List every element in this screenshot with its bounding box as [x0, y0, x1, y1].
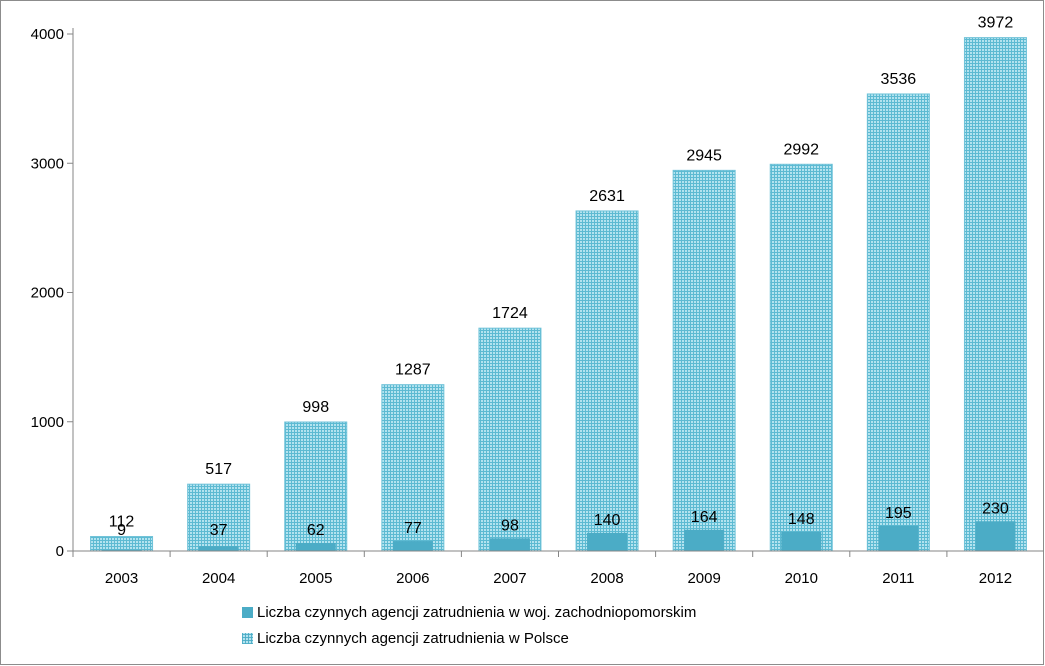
bar-polska-2011 — [866, 93, 930, 552]
data-label-woj-2004: 37 — [210, 522, 228, 539]
bar-polska-2005 — [284, 421, 348, 552]
y-tick-label-4000: 4000 — [31, 26, 64, 43]
data-label-polska-2011: 3536 — [881, 71, 917, 88]
data-label-woj-2012: 230 — [982, 500, 1009, 517]
data-label-woj-2006: 77 — [404, 520, 422, 537]
data-label-woj-2005: 62 — [307, 522, 325, 539]
bar-polska-2010 — [769, 163, 833, 552]
x-tick-label-2011: 2011 — [882, 570, 914, 587]
x-tick-label-2005: 2005 — [299, 570, 332, 587]
legend-label-polska: Liczba czynnych agencji zatrudnienia w P… — [257, 629, 569, 647]
y-tick-label-0: 0 — [56, 543, 64, 560]
legend-swatch-woj — [242, 606, 253, 618]
data-label-woj-2003: 9 — [117, 522, 126, 539]
data-label-polska-2005: 998 — [302, 399, 329, 416]
legend: Liczba czynnych agencji zatrudnienia w w… — [242, 599, 696, 651]
y-tick-label-2000: 2000 — [31, 285, 64, 302]
legend-item-woj: Liczba czynnych agencji zatrudnienia w w… — [242, 599, 696, 625]
y-tick-label-3000: 3000 — [31, 155, 64, 172]
data-label-polska-2008: 2631 — [589, 188, 625, 205]
legend-label-woj: Liczba czynnych agencji zatrudnienia w w… — [257, 603, 697, 621]
x-tick-label-2004: 2004 — [202, 570, 235, 587]
bar-polska-2012 — [963, 37, 1027, 552]
data-label-woj-2009: 164 — [691, 509, 718, 526]
data-label-woj-2011: 195 — [885, 505, 912, 522]
data-label-woj-2008: 140 — [594, 512, 621, 529]
series-woj-bars — [101, 521, 1016, 551]
x-tick-label-2008: 2008 — [590, 570, 623, 587]
x-tick-label-2010: 2010 — [785, 570, 818, 587]
data-label-polska-2004: 517 — [205, 461, 232, 478]
bar-woj-2006 — [392, 541, 433, 551]
data-label-polska-2010: 2992 — [783, 141, 819, 158]
x-tick-label-2007: 2007 — [493, 570, 526, 587]
data-label-polska-2009: 2945 — [686, 147, 722, 164]
bar-woj-2003 — [101, 549, 142, 551]
bar-woj-2004 — [198, 546, 239, 551]
bar-polska-2008 — [575, 210, 639, 552]
series-polska-bars — [90, 37, 1027, 552]
bar-polska-2006 — [381, 384, 445, 552]
y-tick-label-1000: 1000 — [31, 414, 64, 431]
data-label-woj-2007: 98 — [501, 517, 519, 534]
data-label-polska-2012: 3972 — [978, 15, 1014, 32]
axes — [67, 28, 1044, 557]
bar-woj-2007 — [489, 538, 530, 551]
bar-woj-2012 — [975, 521, 1016, 551]
data-label-woj-2010: 148 — [788, 511, 815, 528]
data-label-polska-2006: 1287 — [395, 362, 431, 379]
data-label-polska-2003: 112 — [109, 514, 135, 531]
bar-polska-2004 — [187, 483, 251, 552]
x-tick-label-2009: 2009 — [687, 570, 720, 587]
legend-swatch-polska — [242, 632, 253, 644]
data-label-polska-2007: 1724 — [492, 305, 528, 322]
bar-woj-2008 — [587, 532, 628, 551]
x-tick-label-2006: 2006 — [396, 570, 429, 587]
bar-polska-2009 — [672, 169, 736, 552]
x-tick-label-2012: 2012 — [979, 570, 1012, 587]
bar-woj-2009 — [684, 529, 725, 551]
x-tick-label-2003: 2003 — [105, 570, 138, 587]
bar-woj-2010 — [781, 531, 822, 551]
legend-item-polska: Liczba czynnych agencji zatrudnienia w P… — [242, 625, 696, 651]
bar-woj-2011 — [878, 525, 919, 551]
bar-woj-2005 — [295, 542, 336, 551]
